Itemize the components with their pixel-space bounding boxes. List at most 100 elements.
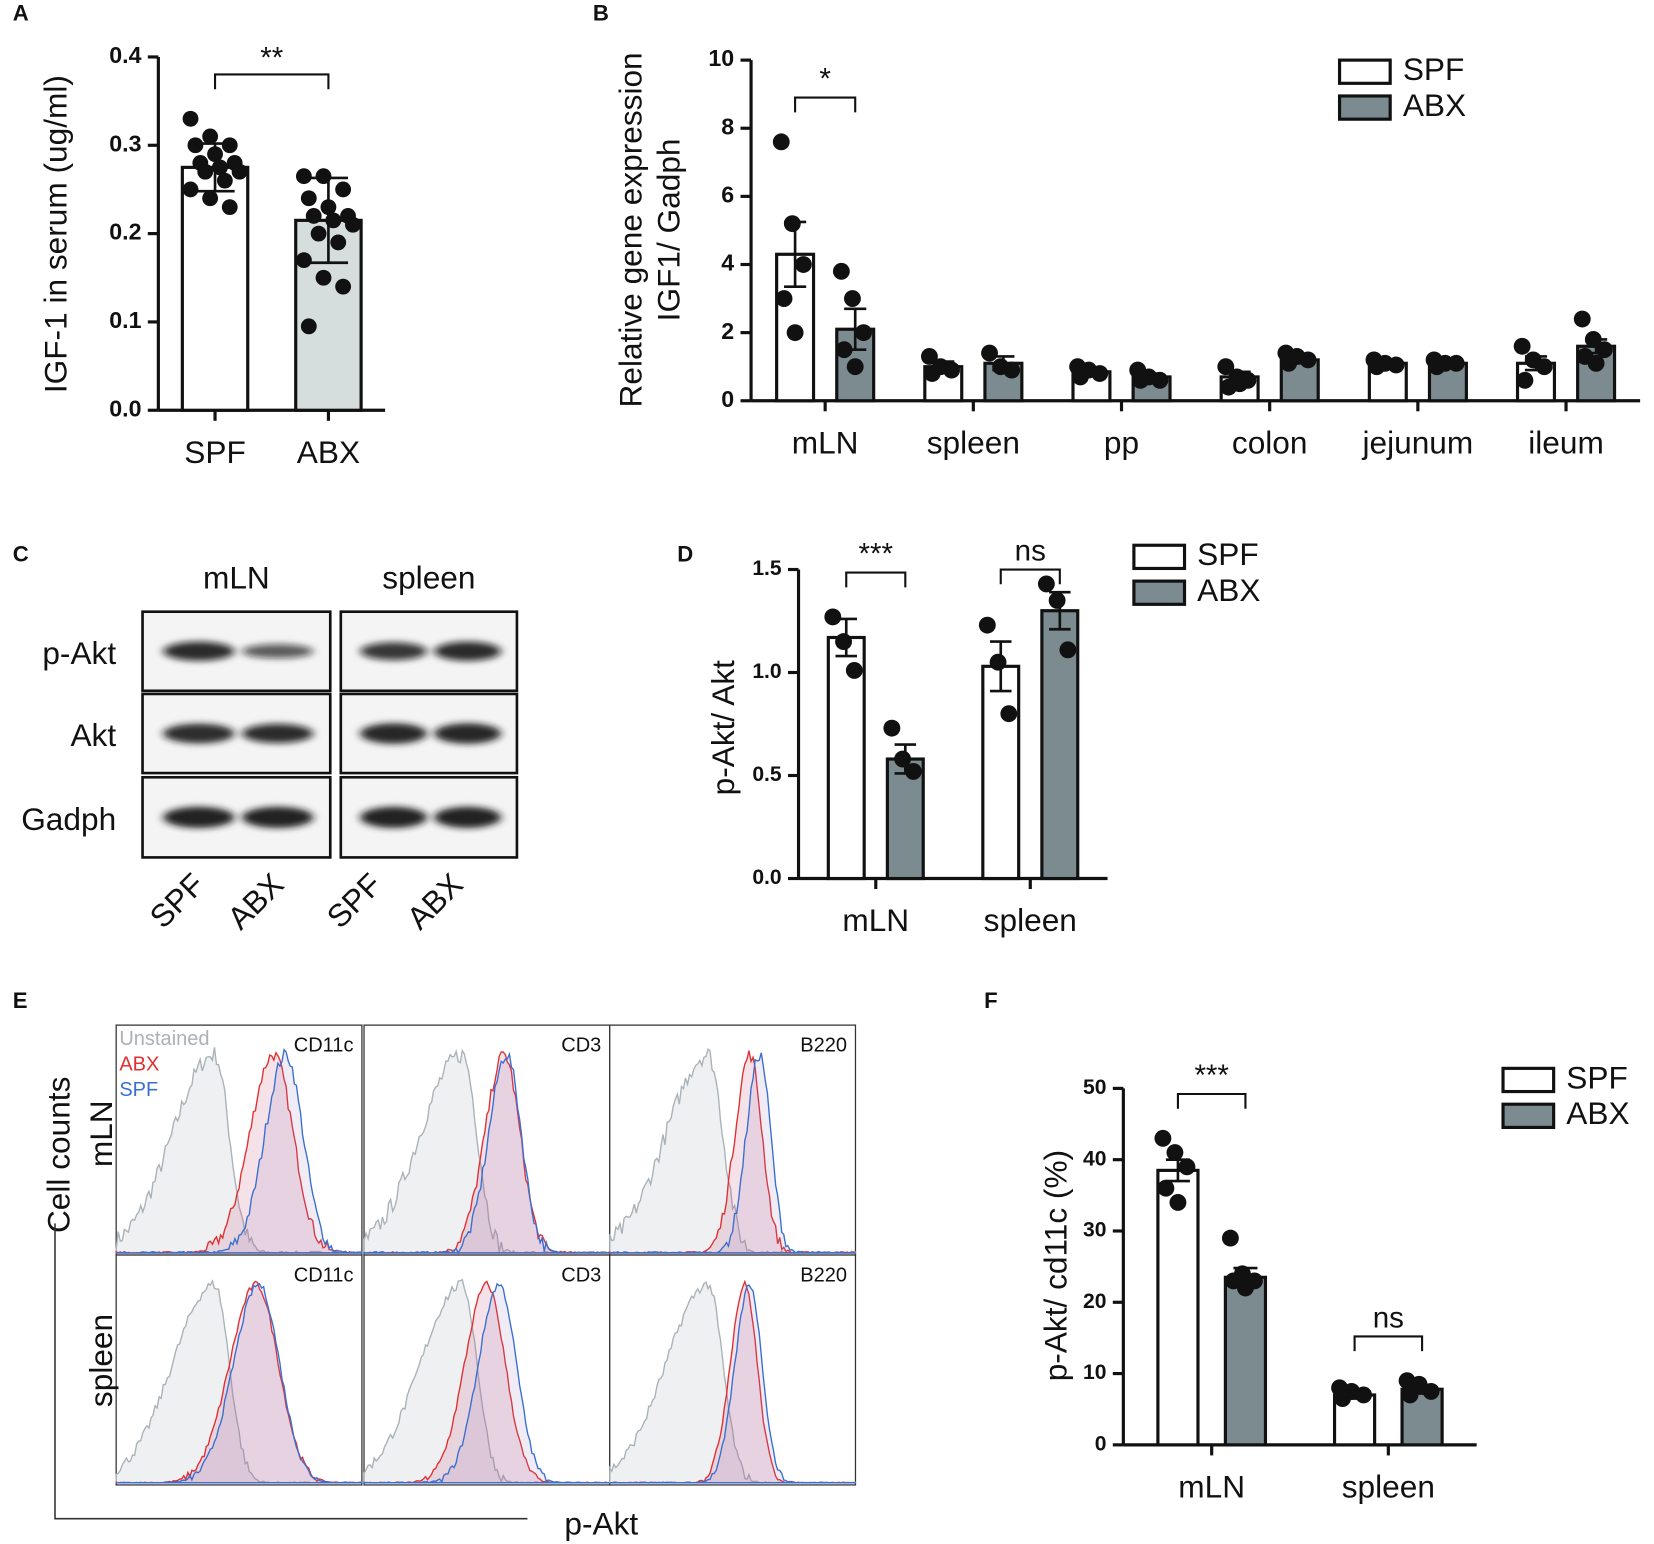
blot-band (360, 806, 428, 828)
error-bar (1524, 355, 1548, 372)
panel-label: F (984, 988, 998, 1013)
data-point (835, 633, 852, 651)
panel-label: E (13, 988, 28, 1013)
data-point (786, 324, 804, 342)
data-point (824, 608, 842, 626)
data-point (330, 234, 347, 251)
histogram-spf (609, 1052, 856, 1254)
error-bar (1342, 1390, 1367, 1400)
data-point (1535, 358, 1553, 376)
legend-label: SPF (1197, 536, 1259, 572)
histogram-marker: B220 (800, 1035, 847, 1057)
flow-x-label: p-Akt (564, 1505, 638, 1541)
legend-label: ABX (1197, 572, 1260, 608)
significance-bracket (999, 568, 1061, 585)
data-point (231, 163, 248, 180)
flow-row-label: mLN (83, 1100, 119, 1167)
x-tick-label: mLN (842, 902, 909, 938)
significance-label: ns (1373, 1301, 1404, 1334)
significance-bracket (1176, 1092, 1247, 1109)
flow-y-label: Cell counts (41, 1077, 77, 1233)
data-point (1154, 1129, 1172, 1147)
blot-row-label: p-Akt (42, 635, 116, 671)
data-point (1236, 1279, 1254, 1297)
error-bar (1165, 1158, 1190, 1183)
data-point (846, 358, 864, 376)
data-point (300, 318, 317, 335)
data-point (202, 128, 219, 145)
blot-band (360, 642, 428, 661)
flow-legend-label: SPF (119, 1079, 158, 1101)
blot-band (163, 641, 235, 661)
data-point (981, 344, 998, 362)
significance-label: * (819, 62, 831, 95)
x-tick-label: spleen (927, 424, 1020, 460)
blot-column-label: mLN (203, 559, 270, 595)
histogram-marker: CD3 (561, 1264, 601, 1286)
data-point (845, 662, 863, 679)
data-point (1178, 1158, 1196, 1176)
error-bar (992, 355, 1015, 372)
significance-label: ns (1015, 534, 1046, 567)
error-bar (1436, 360, 1459, 367)
data-point (1221, 1229, 1239, 1247)
y-tick-label: 4 (721, 250, 734, 276)
data-point (883, 719, 901, 737)
data-point (1516, 371, 1534, 389)
data-point (182, 110, 199, 127)
significance-bracket (1353, 1335, 1424, 1352)
panel-label: A (13, 1, 29, 26)
blot-band (434, 723, 502, 744)
data-point (1231, 375, 1249, 393)
blot-lane-label: SPF (142, 866, 211, 935)
y-tick-label: 0 (1095, 1432, 1107, 1455)
histogram-marker: CD11c (294, 1264, 354, 1286)
data-point (315, 269, 332, 286)
significance-bracket (213, 73, 330, 90)
data-point (310, 225, 327, 242)
error-bar (835, 617, 858, 658)
histogram-marker: CD3 (561, 1035, 601, 1057)
x-tick-label: spleen (984, 902, 1077, 938)
flow-axes (54, 1223, 528, 1520)
data-point (894, 750, 912, 768)
x-tick-label: spleen (1342, 1469, 1435, 1505)
y-tick-label: 30 (1083, 1219, 1106, 1242)
y-tick-label: 1.5 (752, 557, 782, 580)
legend-swatch (1501, 1102, 1556, 1129)
y-tick-label: 0 (721, 386, 734, 412)
legend-swatch (1337, 94, 1392, 121)
error-bar (1233, 1266, 1258, 1288)
blot-band (163, 723, 235, 744)
error-bar (308, 176, 349, 265)
blot-band (434, 806, 502, 828)
histogram-spf (363, 1051, 611, 1255)
panel-label: C (13, 542, 29, 567)
error-bar (1080, 367, 1103, 377)
data-point (1157, 1179, 1175, 1197)
data-point (904, 762, 922, 780)
data-point (1447, 354, 1465, 372)
significance-label: ** (260, 42, 283, 75)
data-point (1587, 354, 1605, 372)
significance-bracket (794, 96, 857, 113)
data-point (295, 252, 312, 269)
blot-column-label: spleen (382, 559, 475, 595)
y-tick-label: 0.3 (109, 130, 141, 156)
data-point (182, 181, 199, 198)
data-point (1048, 591, 1066, 609)
error-bar (195, 142, 235, 193)
data-point (221, 199, 238, 216)
data-point (943, 361, 961, 379)
blot-band (434, 641, 502, 661)
significance-bracket (845, 571, 907, 588)
blot-band (163, 806, 235, 828)
blot-lane-label: ABX (400, 866, 470, 936)
data-point (772, 133, 790, 151)
y-axis-label: p-Akt/ cd11c (%) (1037, 1150, 1073, 1381)
y-tick-label: 8 (721, 113, 734, 139)
error-bar (1585, 338, 1608, 355)
